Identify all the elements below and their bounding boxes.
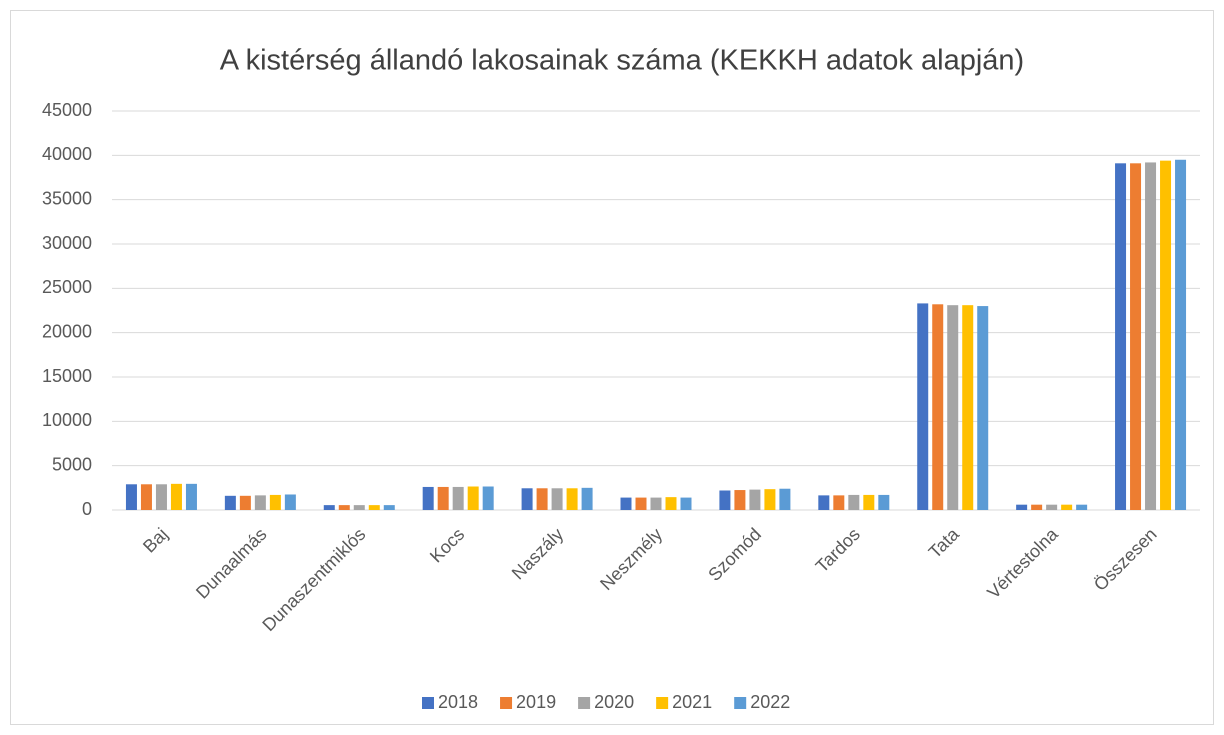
bar	[353, 505, 365, 510]
bar	[863, 494, 875, 510]
bar	[620, 497, 632, 510]
bar	[581, 487, 593, 510]
bar	[650, 497, 662, 510]
bar	[947, 305, 959, 510]
chart-title: A kistérség állandó lakosainak száma (KE…	[220, 45, 1024, 77]
bar	[635, 497, 647, 510]
bar	[977, 306, 989, 510]
bar	[1046, 504, 1058, 510]
bar	[962, 305, 974, 510]
bar	[1076, 504, 1088, 510]
y-tick-label: 10000	[42, 410, 92, 430]
legend-swatch	[578, 697, 591, 709]
bar	[749, 489, 761, 510]
bar	[422, 486, 434, 510]
bar	[452, 486, 464, 510]
bar	[719, 490, 731, 510]
bar	[155, 484, 167, 510]
y-tick-label: 40000	[42, 144, 92, 164]
bar	[779, 488, 791, 510]
y-tick-label: 45000	[42, 100, 92, 120]
bar	[1130, 163, 1142, 510]
bar	[680, 497, 692, 510]
chart-border	[10, 10, 1214, 725]
bar	[239, 495, 251, 510]
bar	[1115, 163, 1127, 510]
bar	[254, 495, 266, 510]
bar	[323, 505, 335, 510]
bar	[932, 304, 944, 510]
legend-label: 2019	[516, 692, 556, 712]
bar	[1145, 162, 1157, 510]
legend-swatch	[656, 697, 669, 709]
bar	[833, 495, 845, 510]
legend-swatch	[734, 697, 747, 709]
bar	[482, 486, 494, 510]
bar	[338, 505, 350, 510]
legend-label: 2020	[594, 692, 634, 712]
bar	[818, 495, 830, 510]
bar	[566, 488, 578, 510]
y-tick-label: 15000	[42, 366, 92, 386]
bar	[1061, 504, 1073, 510]
bar	[734, 490, 746, 510]
bar	[1031, 504, 1043, 510]
bar	[368, 505, 380, 510]
legend-label: 2018	[438, 692, 478, 712]
bar	[1160, 160, 1172, 511]
legend-label: 2022	[750, 692, 790, 712]
bar	[284, 494, 296, 510]
bar	[437, 486, 449, 510]
bar	[1016, 504, 1028, 510]
y-tick-label: 20000	[42, 321, 92, 341]
bar	[170, 483, 182, 510]
bar	[878, 494, 890, 510]
bar	[269, 494, 281, 510]
bar	[536, 488, 548, 510]
bar	[521, 488, 533, 510]
bar	[1175, 159, 1187, 510]
bar	[383, 505, 395, 510]
legend-label: 2021	[672, 692, 712, 712]
bar	[224, 495, 236, 510]
bar	[764, 489, 776, 510]
bar	[551, 488, 563, 510]
y-tick-label: 0	[82, 499, 92, 519]
bar	[140, 484, 152, 510]
bar	[125, 484, 137, 510]
legend-swatch	[500, 697, 513, 709]
bar	[665, 497, 677, 510]
legend-swatch	[422, 697, 434, 709]
y-tick-label: 35000	[42, 188, 92, 208]
bar	[185, 483, 197, 510]
bar	[467, 486, 479, 510]
y-tick-label: 30000	[42, 233, 92, 253]
y-tick-label: 25000	[42, 277, 92, 297]
y-tick-label: 5000	[52, 454, 92, 474]
bar	[848, 494, 860, 510]
bar	[917, 303, 929, 510]
